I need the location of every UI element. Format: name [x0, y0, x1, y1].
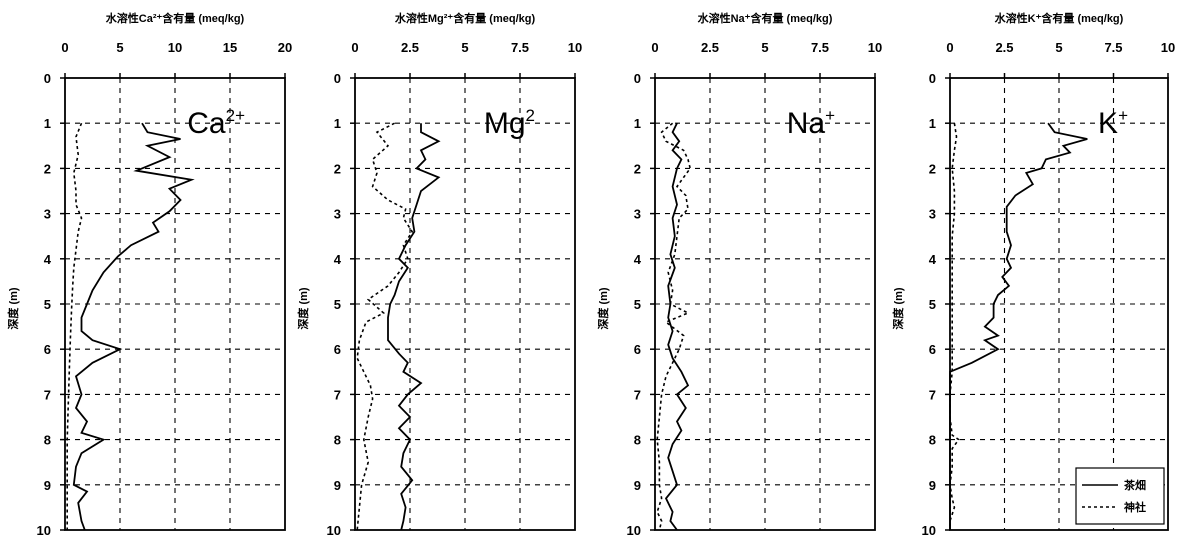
series-line-tea-field [387, 123, 441, 531]
y-tick-label: 9 [929, 478, 936, 493]
y-tick-label: 5 [334, 297, 341, 312]
plot-frame [654, 77, 876, 531]
y-tick-label: 4 [334, 252, 342, 267]
y-tick-label: 3 [929, 207, 936, 222]
x-tick-label: 10 [568, 40, 582, 55]
x-tick-label: 0 [351, 40, 358, 55]
axis-title: 水溶性Ca²⁺含有量 (meq/kg) [106, 11, 245, 25]
y-tick-label: 7 [334, 387, 341, 402]
plot-frame [949, 77, 1169, 531]
y-tick-label: 0 [44, 71, 51, 86]
y-tick-label: 8 [44, 433, 51, 448]
series-line-tea-field [949, 122, 1088, 530]
y-tick-label: 9 [634, 478, 641, 493]
series-line-shrine [949, 123, 960, 530]
x-tick-label: 10 [1161, 40, 1175, 55]
y-axis-label: 深度 (m) [596, 287, 610, 329]
x-tick-label: 0 [61, 40, 68, 55]
plot-frame [354, 77, 576, 531]
y-tick-label: 0 [334, 71, 341, 86]
plot-frame [64, 77, 286, 531]
x-tick-label: 20 [278, 40, 292, 55]
y-tick-label: 5 [634, 297, 641, 312]
y-tick-label: 0 [929, 71, 936, 86]
x-tick-label: 0 [651, 40, 658, 55]
axis-title: 水溶性K⁺含有量 (meq/kg) [995, 11, 1124, 25]
y-tick-label: 1 [929, 116, 936, 131]
y-tick-label: 5 [929, 297, 936, 312]
series-line-tea-field [664, 122, 690, 531]
x-tick-label: 5 [761, 40, 768, 55]
panel-3: 水溶性Na⁺含有量 (meq/kg) 0 2.5 5 7.5 10 0 1 2 3 4 5 6 7 8 9 10… [596, 11, 882, 538]
x-tick-label: 15 [223, 40, 237, 55]
legend-entry: 茶畑 [1123, 478, 1146, 492]
y-tick-label: 8 [634, 433, 641, 448]
y-tick-label: 9 [44, 478, 51, 493]
x-tick-label: 7.5 [511, 40, 529, 55]
x-tick-label: 7.5 [811, 40, 829, 55]
y-tick-label: 3 [44, 207, 51, 222]
y-axis-label: 深度 (m) [891, 287, 905, 329]
y-tick-label: 6 [634, 342, 641, 357]
y-tick-label: 6 [44, 342, 51, 357]
y-tick-label: 6 [929, 342, 936, 357]
y-tick-label: 4 [44, 252, 52, 267]
panel-1: 水溶性Ca²⁺含有量 (meq/kg) 0 5 10 15 20 0 1 2 3 4 5 6 7 8 9 10 深… [6, 11, 292, 538]
series-line-shrine [66, 122, 83, 530]
y-tick-label: 9 [334, 478, 341, 493]
x-tick-label: 5 [116, 40, 123, 55]
x-tick-label: 5 [1055, 40, 1062, 55]
x-tick-label: 7.5 [1104, 40, 1122, 55]
y-tick-label: 8 [929, 433, 936, 448]
y-tick-label: 2 [929, 161, 936, 176]
y-tick-label: 4 [929, 252, 937, 267]
panel-ion-label: K+ [1098, 106, 1128, 140]
y-tick-label: 7 [634, 387, 641, 402]
y-tick-label: 2 [634, 161, 641, 176]
y-axis-label: 深度 (m) [296, 287, 310, 329]
x-tick-label: 5 [461, 40, 468, 55]
y-tick-label: 1 [634, 116, 641, 131]
legend-entry: 神社 [1124, 500, 1146, 514]
x-tick-label: 10 [868, 40, 882, 55]
x-tick-label: 10 [168, 40, 182, 55]
y-tick-label: 2 [334, 161, 341, 176]
series-line-tea-field [72, 122, 195, 531]
series-line-shrine [356, 122, 414, 531]
y-tick-label: 10 [922, 523, 936, 538]
y-tick-label: 7 [44, 387, 51, 402]
y-tick-label: 10 [627, 523, 641, 538]
panel-ion-label: Na+ [787, 106, 835, 140]
y-tick-label: 7 [929, 387, 936, 402]
y-tick-label: 3 [634, 207, 641, 222]
axis-title: 水溶性Na⁺含有量 (meq/kg) [698, 11, 833, 25]
x-tick-label: 2.5 [401, 40, 419, 55]
panel-ion-label: Mg2 [484, 106, 535, 140]
y-tick-label: 10 [37, 523, 51, 538]
y-tick-label: 2 [44, 161, 51, 176]
y-tick-label: 5 [44, 297, 51, 312]
y-tick-label: 0 [634, 71, 641, 86]
panel-2: 水溶性Mg²⁺含有量 (meq/kg) 0 2.5 5 7.5 10 0 1 2 3 4 5 6 7 8 9 1… [296, 11, 582, 538]
y-tick-label: 6 [334, 342, 341, 357]
y-tick-label: 4 [634, 252, 642, 267]
axis-title: 水溶性Mg²⁺含有量 (meq/kg) [395, 11, 536, 25]
y-tick-label: 1 [44, 116, 51, 131]
series-line-shrine [656, 122, 692, 531]
y-tick-label: 10 [327, 523, 341, 538]
x-tick-label: 2.5 [995, 40, 1013, 55]
panel-4: 水溶性K⁺含有量 (meq/kg) 0 2.5 5 7.5 10 0 1 2 3 4 5 6 7 8 9 10 深… [891, 11, 1175, 538]
y-tick-label: 1 [334, 116, 341, 131]
y-axis-label: 深度 (m) [6, 287, 20, 329]
panel-ion-label: Ca2+ [187, 106, 245, 140]
y-tick-label: 3 [334, 207, 341, 222]
x-tick-label: 2.5 [701, 40, 719, 55]
legend-box [1075, 467, 1165, 525]
x-tick-label: 0 [946, 40, 953, 55]
y-tick-label: 8 [334, 433, 341, 448]
